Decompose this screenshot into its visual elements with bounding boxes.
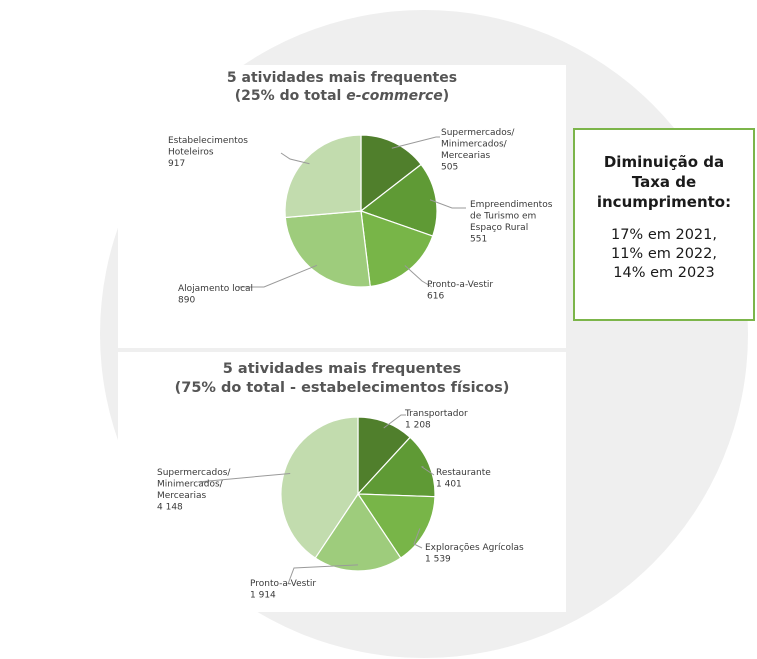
pie-slice-alojamento-local [284,210,371,288]
pie-slice-supermercados-minimercados-mercearias [280,416,359,559]
leader-line [429,199,466,209]
chart-panel-ecommerce: 5 atividades mais frequentes (25% do tot… [118,65,566,348]
default-rate-note: Diminuição da Taxa de incumprimento: 17%… [573,128,755,321]
note-line-2022: 11% em 2022, [610,246,717,262]
slice-label-alojamento-local: Alojamento local 890 [178,284,253,306]
pie-slice-exploracoes-agricolas [356,493,436,559]
note-line-2021: 17% em 2021, [610,227,717,243]
pie-slice-restaurante [356,436,436,498]
slice-label-pronto-a-vestir: Pronto-a-Vestir 1 914 [250,579,316,601]
note-title: Diminuição da Taxa de incumprimento: [596,153,732,211]
chart-subtitle: (75% do total - estabelecimentos físicos… [174,380,510,396]
leader-line [383,414,406,429]
leader-line [197,472,291,483]
leader-line [413,528,423,549]
chart-title-main: 5 atividades mais frequentes [222,361,462,377]
slice-label-pronto-a-vestir: Pronto-a-Vestir 616 [427,280,493,302]
pie-chart-physical: Transportador 1 208 Restaurante 1 401 Explor… [157,409,524,601]
leader-line [404,265,433,288]
leader-line [391,136,440,149]
pie-slice-empreendimentos-de-turismo-em-espaco-rural [359,163,438,237]
pie-slice-estabelecimentos-hoteleiros [284,134,362,219]
slice-label-transportador: Transportador 1 208 [404,409,468,431]
slice-label-empreendimentos-de-turismo-em-espaco-rural: Empreendimentos de Turismo em Espaço Rural… [470,200,553,245]
pie-slice-pronto-a-vestir [314,492,402,572]
slice-label-estabelecimentos-hoteleiros: Estabelecimentos Hoteleiros 917 [168,136,248,169]
slice-label-supermercados-minimercados-mercearias: Supermercados/Minimercados/Mercearias 4 1… [157,468,231,513]
chart-title-physical: 5 atividades mais frequentes (75% do tot… [118,360,566,398]
slice-label-exploracoes-agricolas: Explorações Agrícolas 1 539 [425,543,524,565]
leader-line [238,264,318,288]
chart-title-ecommerce: 5 atividades mais frequentes (25% do tot… [118,69,566,105]
chart-panel-physical: 5 atividades mais frequentes (75% do tot… [118,352,566,612]
note-lines: 17% em 2021, 11% em 2022, 14% em 2023 [575,226,753,283]
slice-label-restaurante: Restaurante 1 401 [436,468,491,490]
leader-line [420,466,435,476]
slice-label-supermercados-minimercados-mercearias: Supermercados/Minimercados/Mercearias 505 [441,128,515,173]
pie-slice-pronto-a-vestir [360,210,434,288]
leader-line [287,564,359,585]
leader-line [280,152,310,165]
note-line-2023: 14% em 2023 [613,265,715,281]
pie-slice-supermercados-minimercados-mercearias [360,134,422,213]
pie-chart-ecommerce: Supermercados/Minimercados/Mercearias 505… [168,128,553,306]
chart-title-main: 5 atividades mais frequentes [226,70,458,86]
chart-subtitle: (25% do total e-commerce) [234,88,450,104]
